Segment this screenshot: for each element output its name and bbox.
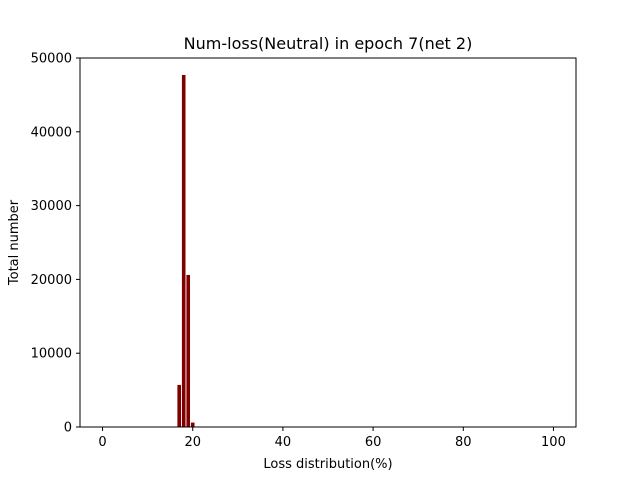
x-ticks: 0 20 40 60 80 100 bbox=[98, 427, 566, 450]
bar-18 bbox=[181, 74, 186, 427]
y-tick-label: 30000 bbox=[31, 199, 72, 214]
bar-17 bbox=[177, 384, 182, 427]
x-tick-label: 0 bbox=[98, 435, 106, 450]
y-ticks: 0 10000 20000 30000 40000 50000 bbox=[31, 52, 80, 436]
x-axis-label: Loss distribution(%) bbox=[263, 457, 392, 472]
x-tick-label: 80 bbox=[455, 435, 472, 450]
chart-title: Num-loss(Neutral) in epoch 7(net 2) bbox=[184, 34, 473, 53]
x-tick-label: 40 bbox=[275, 435, 292, 450]
bar-19 bbox=[186, 274, 191, 427]
plot-frame bbox=[79, 57, 577, 428]
bars-group bbox=[177, 74, 195, 427]
x-tick-label: 100 bbox=[541, 435, 566, 450]
x-tick-label: 60 bbox=[365, 435, 382, 450]
x-tick-label: 20 bbox=[184, 435, 201, 450]
y-tick-label: 0 bbox=[64, 421, 72, 436]
bar-20 bbox=[190, 422, 195, 427]
y-tick-label: 10000 bbox=[31, 347, 72, 362]
y-tick-label: 20000 bbox=[31, 273, 72, 288]
y-tick-label: 40000 bbox=[31, 125, 72, 140]
y-tick-label: 50000 bbox=[31, 52, 72, 67]
y-axis-label: Total number bbox=[7, 199, 22, 286]
